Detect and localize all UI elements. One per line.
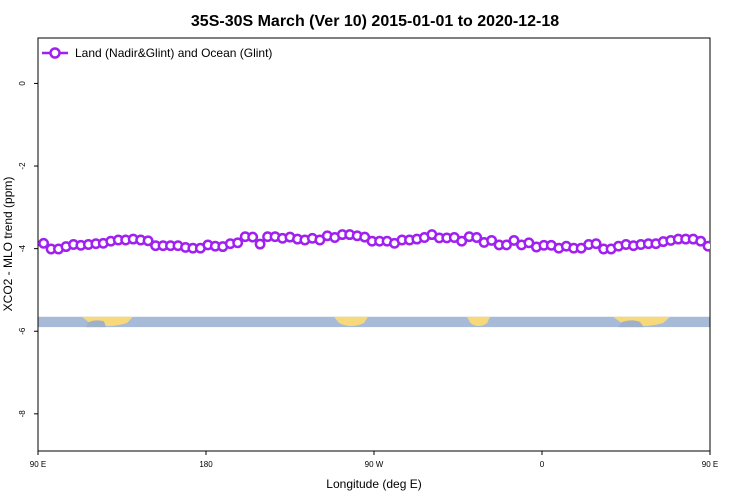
data-series [38, 229, 727, 255]
data-point [486, 234, 498, 246]
x-tick-label: 90 E [30, 460, 46, 469]
chart-title: 35S-30S March (Ver 10) 2015-01-01 to 202… [191, 13, 559, 30]
legend-label: Land (Nadir&Glint) and Ocean (Glint) [75, 46, 272, 60]
land-region-2 [334, 316, 368, 327]
y-tick-label: -4 [18, 245, 27, 253]
legend: Land (Nadir&Glint) and Ocean (Glint) [42, 46, 272, 60]
land-detail-2 [618, 320, 644, 328]
legend-marker [49, 47, 61, 59]
data-point [711, 242, 719, 250]
land-detail-1 [86, 320, 106, 328]
data-point [719, 242, 727, 250]
ocean-band [38, 316, 710, 328]
data-point [38, 237, 50, 249]
y-tick-label: 0 [18, 81, 27, 86]
data-point [247, 231, 259, 243]
x-axis: 90 E 180 90 W 0 90 E [30, 451, 718, 469]
land-ocean-band [38, 316, 710, 328]
land-region-3 [467, 316, 490, 327]
x-tick-label: 0 [540, 460, 545, 469]
data-point [508, 234, 520, 246]
data-point [254, 238, 266, 250]
y-axis-label: XCO2 - MLO trend (ppm) [1, 177, 15, 312]
data-point [142, 235, 154, 247]
x-tick-label: 90 E [702, 460, 718, 469]
data-point [702, 240, 710, 252]
y-tick-label: -8 [18, 410, 27, 418]
y-axis: 0 -2 -4 -6 -8 [18, 81, 38, 418]
x-tick-label: 90 W [365, 460, 384, 469]
x-tick-label: 180 [199, 460, 213, 469]
data-point [501, 239, 512, 251]
y-tick-label: -2 [18, 162, 27, 170]
data-point [456, 235, 468, 247]
y-tick-label: -6 [18, 327, 27, 335]
data-point [695, 235, 707, 247]
x-axis-label: Longitude (deg E) [326, 477, 421, 491]
data-point [232, 237, 244, 249]
data-point [590, 238, 602, 250]
data-point [471, 232, 483, 243]
